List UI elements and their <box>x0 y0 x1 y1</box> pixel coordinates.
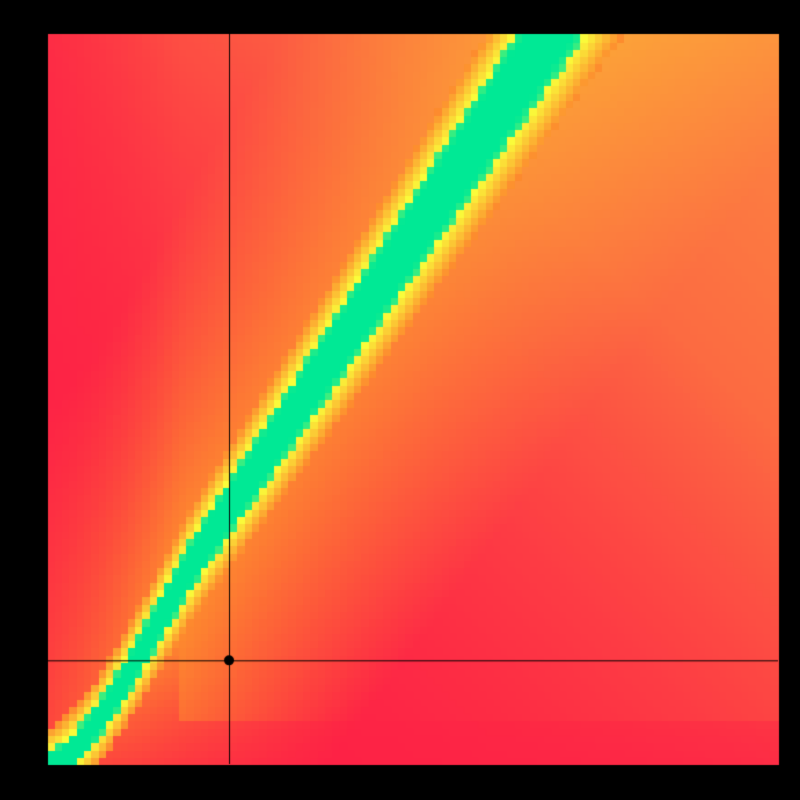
bottleneck-heatmap <box>0 0 800 800</box>
chart-container: TheBottleneck.com <box>0 0 800 800</box>
